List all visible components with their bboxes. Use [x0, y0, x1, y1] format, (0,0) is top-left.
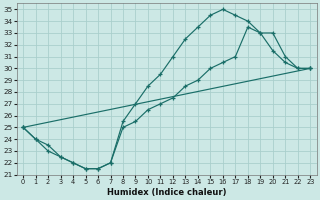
X-axis label: Humidex (Indice chaleur): Humidex (Indice chaleur) [107, 188, 227, 197]
